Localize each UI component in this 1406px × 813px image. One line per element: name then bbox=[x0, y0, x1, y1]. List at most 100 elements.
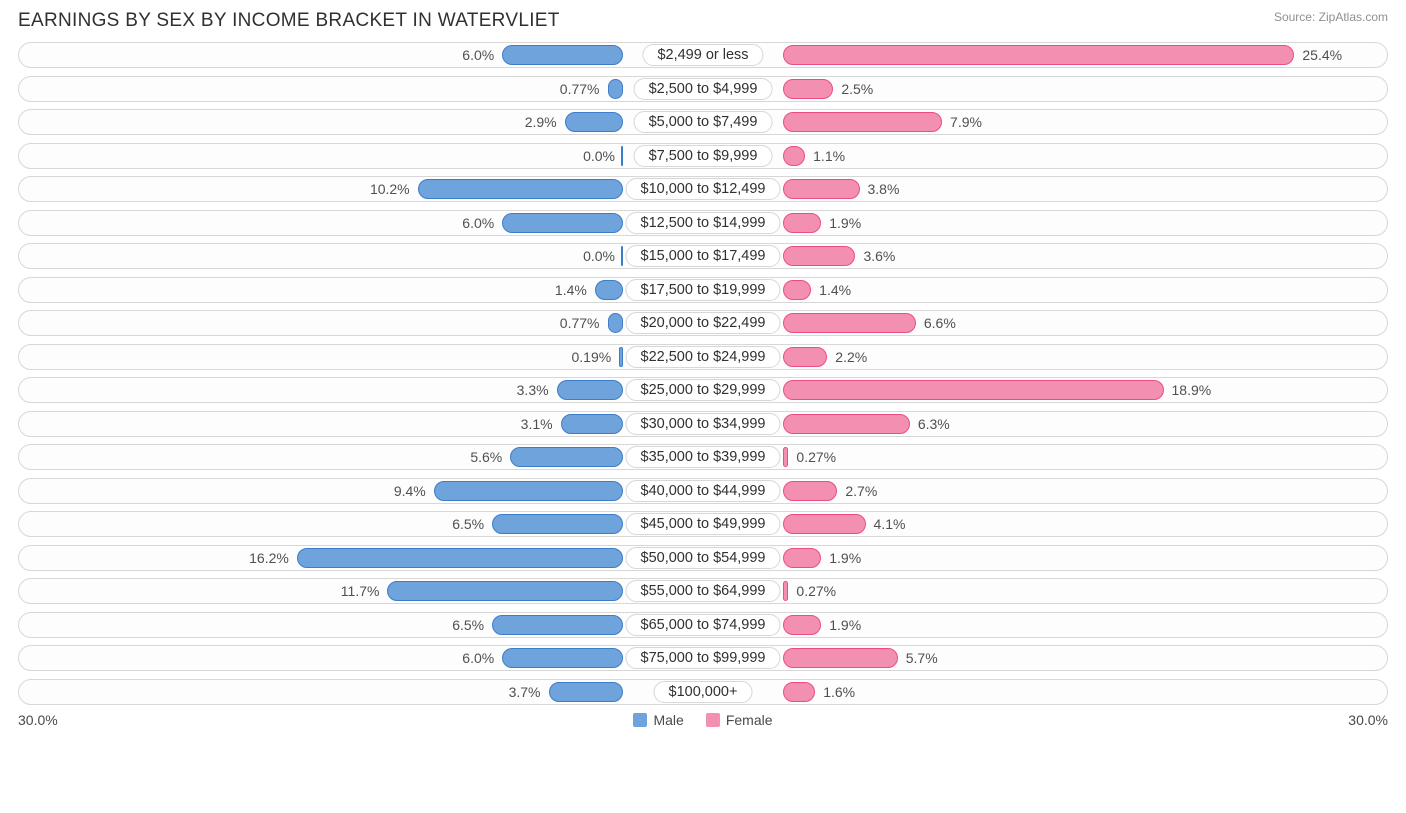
female-bar bbox=[783, 447, 788, 467]
chart-row: 0.77% 6.6% $20,000 to $22,499 bbox=[18, 310, 1388, 336]
chart-row: 0.0% 1.1% $7,500 to $9,999 bbox=[18, 143, 1388, 169]
category-label: $75,000 to $99,999 bbox=[626, 647, 781, 669]
chart-row: 3.7%1.6%$100,000+ bbox=[18, 679, 1388, 705]
male-value-label: 0.19% bbox=[571, 345, 611, 369]
category-label: $15,000 to $17,499 bbox=[626, 245, 781, 267]
chart-row: 5.6%0.27%$35,000 to $39,999 bbox=[18, 444, 1388, 470]
male-value-label: 11.7% bbox=[341, 579, 380, 603]
chart-row: 9.4% 2.7% $40,000 to $44,999 bbox=[18, 478, 1388, 504]
chart-row: 2.9% 7.9% $5,000 to $7,499 bbox=[18, 109, 1388, 135]
female-value-label: 3.6% bbox=[863, 244, 895, 268]
female-half: 3.8% bbox=[703, 177, 1387, 201]
category-label: $5,000 to $7,499 bbox=[634, 111, 773, 133]
male-bar bbox=[492, 514, 623, 534]
male-value-label: 6.5% bbox=[452, 613, 484, 637]
female-value-label: 1.6% bbox=[823, 680, 855, 704]
chart-source: Source: ZipAtlas.com bbox=[1274, 10, 1388, 24]
female-bar bbox=[783, 146, 805, 166]
female-half: 2.7% bbox=[703, 479, 1387, 503]
male-half: 0.0% bbox=[19, 144, 703, 168]
female-value-label: 25.4% bbox=[1302, 43, 1342, 67]
category-label: $12,500 to $14,999 bbox=[626, 212, 781, 234]
male-half: 2.9% bbox=[19, 110, 703, 134]
male-value-label: 0.0% bbox=[583, 144, 615, 168]
chart-row: 3.3%18.9%$25,000 to $29,999 bbox=[18, 377, 1388, 403]
female-bar bbox=[783, 581, 788, 601]
male-value-label: 6.0% bbox=[462, 43, 494, 67]
female-half: 4.1% bbox=[703, 512, 1387, 536]
female-value-label: 2.5% bbox=[841, 77, 873, 101]
female-bar bbox=[783, 45, 1294, 65]
female-half: 18.9% bbox=[703, 378, 1387, 402]
male-half: 0.77% bbox=[19, 77, 703, 101]
female-value-label: 6.6% bbox=[924, 311, 956, 335]
male-half: 6.0% bbox=[19, 646, 703, 670]
male-bar bbox=[608, 79, 624, 99]
male-bar bbox=[595, 280, 623, 300]
male-bar bbox=[434, 481, 623, 501]
chart-row: 6.5%1.9%$65,000 to $74,999 bbox=[18, 612, 1388, 638]
female-bar bbox=[783, 380, 1164, 400]
category-label: $40,000 to $44,999 bbox=[626, 480, 781, 502]
chart-row: 6.0% 1.9% $12,500 to $14,999 bbox=[18, 210, 1388, 236]
female-value-label: 2.7% bbox=[845, 479, 877, 503]
female-value-label: 7.9% bbox=[950, 110, 982, 134]
legend-label-female: Female bbox=[726, 712, 773, 728]
male-bar bbox=[387, 581, 623, 601]
female-bar bbox=[783, 347, 827, 367]
chart-row: 1.4%1.4%$17,500 to $19,999 bbox=[18, 277, 1388, 303]
male-value-label: 5.6% bbox=[470, 445, 502, 469]
female-half: 25.4% bbox=[703, 43, 1387, 67]
male-half: 0.0% bbox=[19, 244, 703, 268]
male-value-label: 3.3% bbox=[517, 378, 549, 402]
male-value-label: 16.2% bbox=[249, 546, 289, 570]
category-label: $7,500 to $9,999 bbox=[634, 145, 773, 167]
female-value-label: 1.1% bbox=[813, 144, 845, 168]
chart-row: 0.0% 3.6% $15,000 to $17,499 bbox=[18, 243, 1388, 269]
female-half: 1.9% bbox=[703, 613, 1387, 637]
chart-row: 16.2%1.9%$50,000 to $54,999 bbox=[18, 545, 1388, 571]
male-value-label: 6.0% bbox=[462, 646, 494, 670]
category-label: $20,000 to $22,499 bbox=[626, 312, 781, 334]
category-label: $2,500 to $4,999 bbox=[634, 78, 773, 100]
axis-max-left: 30.0% bbox=[18, 712, 58, 728]
male-half: 5.6% bbox=[19, 445, 703, 469]
male-bar bbox=[510, 447, 623, 467]
male-value-label: 3.1% bbox=[521, 412, 553, 436]
male-value-label: 10.2% bbox=[370, 177, 410, 201]
female-half: 0.27% bbox=[703, 579, 1387, 603]
male-half: 0.77% bbox=[19, 311, 703, 335]
male-bar bbox=[492, 615, 623, 635]
male-bar bbox=[502, 213, 623, 233]
female-bar bbox=[783, 79, 833, 99]
male-value-label: 3.7% bbox=[509, 680, 541, 704]
female-bar bbox=[783, 112, 942, 132]
male-half: 0.19% bbox=[19, 345, 703, 369]
male-value-label: 2.9% bbox=[525, 110, 557, 134]
chart-row: 0.77% 2.5% $2,500 to $4,999 bbox=[18, 76, 1388, 102]
female-half: 0.27% bbox=[703, 445, 1387, 469]
female-value-label: 2.2% bbox=[835, 345, 867, 369]
category-label: $22,500 to $24,999 bbox=[626, 346, 781, 368]
male-bar bbox=[502, 45, 623, 65]
male-value-label: 0.0% bbox=[583, 244, 615, 268]
female-half: 5.7% bbox=[703, 646, 1387, 670]
legend: Male Female bbox=[633, 712, 772, 728]
female-half: 2.5% bbox=[703, 77, 1387, 101]
female-value-label: 6.3% bbox=[918, 412, 950, 436]
swatch-female bbox=[706, 713, 720, 727]
chart-row: 6.5%4.1%$45,000 to $49,999 bbox=[18, 511, 1388, 537]
female-bar bbox=[783, 280, 811, 300]
female-value-label: 1.4% bbox=[819, 278, 851, 302]
female-bar bbox=[783, 615, 821, 635]
chart-footer: 30.0% Male Female 30.0% bbox=[18, 712, 1388, 728]
diverging-bar-chart: 6.0%25.4%$2,499 or less0.77%2.5%$2,500 t… bbox=[18, 42, 1388, 705]
male-value-label: 0.77% bbox=[560, 311, 600, 335]
male-value-label: 6.0% bbox=[462, 211, 494, 235]
female-value-label: 1.9% bbox=[829, 211, 861, 235]
chart-row: 0.19% 2.2% $22,500 to $24,999 bbox=[18, 344, 1388, 370]
male-value-label: 9.4% bbox=[394, 479, 426, 503]
female-value-label: 3.8% bbox=[868, 177, 900, 201]
male-bar bbox=[621, 146, 623, 166]
female-bar bbox=[783, 514, 866, 534]
